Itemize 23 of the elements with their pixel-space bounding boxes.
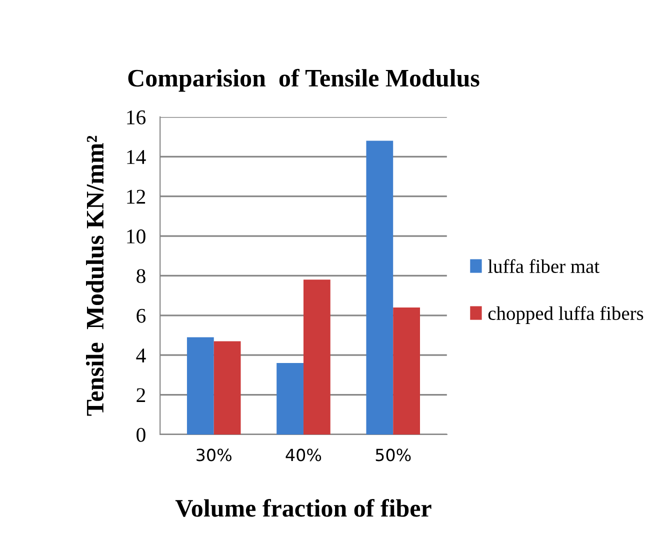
y-tick-label: 2 [136,388,146,402]
y-tick-label: 4 [136,348,146,362]
legend-label: luffa fiber mat [488,259,600,274]
bar [276,363,304,434]
chart-title: Comparision of Tensile Modulus [128,68,480,92]
bar [366,140,394,434]
y-tick-label: 10 [127,229,146,244]
legend-label: chopped luffa fibers [488,306,644,324]
bar [214,341,241,434]
y-tick-label: 16 [127,110,146,124]
x-tick-label: 50% [376,448,411,462]
y-tick-label: 12 [127,190,146,204]
y-tick-label: 6 [136,308,146,323]
bar [186,337,214,434]
x-tick-label: 30% [196,448,232,462]
x-tick-label: 40% [286,448,322,462]
x-axis-title: Volume fraction of fiber [175,498,432,517]
y-tick-label: 14 [127,150,146,164]
y-axis-title: Tensile Modulus KN/mm² [86,136,104,416]
bar [303,280,330,434]
y-tick-label: 8 [136,269,146,284]
y-tick-label: 0 [136,428,146,442]
bar [393,307,420,434]
